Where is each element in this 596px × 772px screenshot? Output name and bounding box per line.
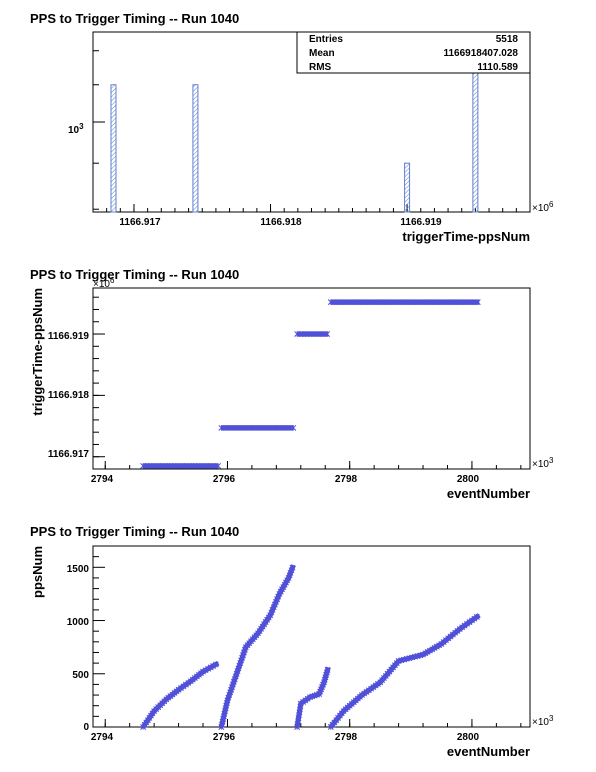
scatter1-y-multiplier: ×106 — [93, 276, 115, 290]
scatter2-x-tick-label: 2796 — [213, 732, 236, 743]
scatter2-x-tick-label: 2798 — [335, 732, 358, 743]
scatter1-y-tick-label: 1166.919 — [48, 331, 90, 342]
histogram-bar — [404, 162, 411, 213]
scatter2-frame — [92, 545, 531, 728]
data-point — [471, 615, 478, 622]
data-point — [466, 619, 473, 626]
scatter1-y-axis-label: triggerTime-ppsNum — [30, 288, 45, 416]
scatter1-x-multiplier: ×103 — [532, 456, 554, 470]
data-point — [468, 617, 475, 624]
scatter2-y-axis-label: ppsNum — [30, 546, 45, 598]
scatter2-x-tick-label: 2794 — [91, 732, 114, 743]
data-curve — [141, 660, 220, 729]
scatter1-points — [140, 299, 481, 469]
data-segment — [143, 463, 219, 469]
scatter2-x-tick-label: 2800 — [457, 732, 480, 743]
scatter2-x-axis-label: eventNumber — [447, 744, 530, 759]
histogram-x-axis-label: triggerTime-ppsNum — [402, 229, 530, 244]
data-point — [215, 462, 222, 469]
histogram-bars — [110, 31, 479, 213]
scatter1-ticks — [93, 296, 522, 470]
stats-entries-value: 5518 — [496, 34, 519, 45]
scatter1-x-tick-label: 2794 — [91, 474, 114, 485]
scatter1-x-tick-label: 2800 — [457, 474, 480, 485]
stats-box: Entries 5518 Mean 1166918407.028 RMS 111… — [296, 31, 531, 74]
data-point — [290, 424, 297, 431]
stats-entries-label: Entries — [309, 34, 343, 45]
scatter2-y-tick-label: 1000 — [67, 617, 90, 628]
data-point — [474, 299, 481, 306]
data-point — [324, 331, 331, 337]
scatter2-y-tick-label: 0 — [83, 722, 89, 733]
data-point — [324, 666, 331, 673]
data-point — [456, 626, 463, 633]
scatter2-y-tick-label: 1500 — [67, 564, 90, 575]
histogram-x-tick-label: 1166.919 — [400, 217, 442, 228]
histogram-y-tick-label: 103 — [68, 122, 84, 136]
scatter2-ticks — [93, 556, 522, 728]
histogram-x-multiplier: ×106 — [532, 200, 554, 214]
histogram-x-tick-label: 1166.918 — [260, 217, 302, 228]
scatter1-y-tick-label: 1166.918 — [48, 390, 90, 401]
data-segment — [330, 299, 480, 305]
histogram-x-ticks — [92, 50, 531, 212]
stats-mean-label: Mean — [309, 48, 335, 59]
scatter2-y-tick-label: 500 — [72, 670, 89, 681]
data-point — [459, 624, 466, 631]
scatter2-points — [140, 564, 481, 730]
data-point — [473, 613, 480, 620]
data-point — [464, 620, 471, 627]
stats-mean-value: 1166918407.028 — [443, 48, 518, 59]
data-point — [289, 564, 296, 571]
scatter2-x-multiplier: ×103 — [532, 714, 554, 728]
histogram-bar — [110, 84, 117, 213]
scatter1-frame — [92, 287, 531, 470]
stats-rms-label: RMS — [309, 62, 332, 73]
scatter2-title: PPS to Trigger Timing -- Run 1040 — [30, 524, 239, 539]
scatter1-x-axis-label: eventNumber — [447, 486, 530, 501]
stats-rms-value: 1110.589 — [477, 62, 518, 73]
scatter1-x-tick-label: 2798 — [335, 474, 358, 485]
histogram-x-tick-label: 1166.917 — [119, 217, 161, 228]
histogram-title: PPS to Trigger Timing -- Run 1040 — [30, 11, 239, 26]
scatter-panel-pps-num: PPS to Trigger Timing -- Run 1040 2794 2… — [30, 524, 554, 759]
scatter1-y-tick-label: 1166.917 — [48, 449, 90, 460]
data-point — [212, 661, 219, 668]
histogram-panel: PPS to Trigger Timing -- Run 1040 1166.9… — [30, 11, 554, 244]
scatter1-x-tick-label: 2796 — [213, 474, 236, 485]
data-point — [461, 622, 468, 629]
histogram-bar — [192, 84, 199, 213]
scatter1-title: PPS to Trigger Timing -- Run 1040 — [30, 267, 239, 282]
scatter-panel-trigger-time: PPS to Trigger Timing -- Run 1040 2794 2… — [30, 267, 554, 501]
